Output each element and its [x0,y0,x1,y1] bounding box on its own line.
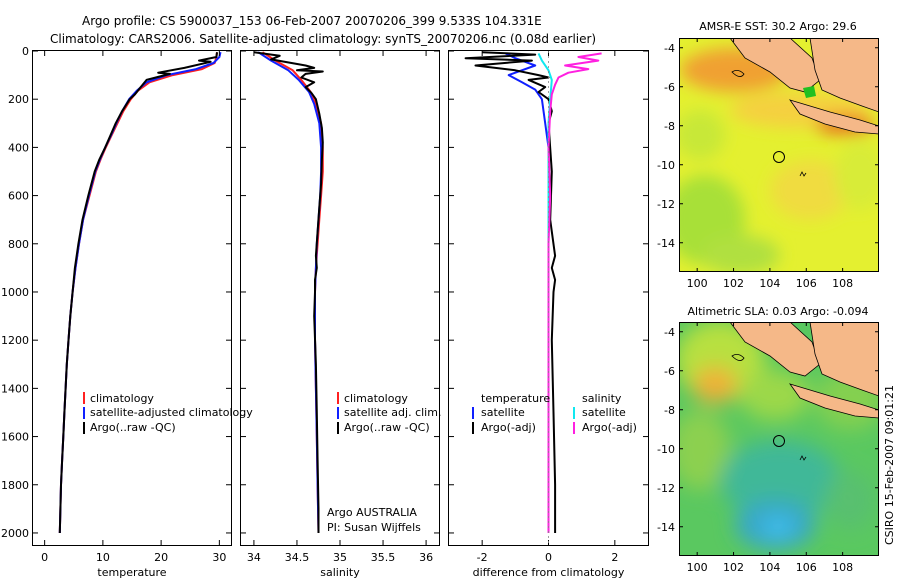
map-y-tick-label: -14 [657,521,675,534]
map-y-tick-label: -8 [664,120,675,133]
sla-map-image [679,322,879,556]
temperature-panel: 0 10 20 30 temperature 0 200 400 600 800 1000 1200 1… [1,45,231,579]
y-tick-label: 400 [8,141,29,154]
map-y-tick-label: -10 [657,443,675,456]
x-tick-label: 0 [545,551,552,564]
x-tick-label: 34.5 [285,551,310,564]
series-line-satellite-adjusted-climatology [58,51,222,534]
legend-label-climatology: climatology [344,392,408,405]
legend-header-temperature: temperature [481,392,550,405]
map-y-tick-label: -12 [657,482,675,495]
map-y-tick-label: -4 [664,326,675,339]
map-x-tick-label: 102 [723,277,744,290]
y-tick-label: 1200 [1,334,29,347]
temperature-panel-frame [32,50,232,546]
map-x-tick-label: 106 [796,561,817,574]
legend-label-temp-argo: Argo(-adj) [481,421,536,434]
y-tick-label: 1000 [1,286,29,299]
map-y-tick-label: -4 [664,42,675,55]
series-line-argo-raw-qc [253,51,324,533]
x-tick-label: 0 [41,551,48,564]
y-tick-label: 1400 [1,382,29,395]
map-y-tick-label: -6 [664,81,675,94]
x-tick-label: 20 [154,551,168,564]
legend-label-argo: Argo(..raw -QC) [344,421,430,434]
x-axis-label: salinity [320,566,360,579]
temperature-legend: climatology satellite-adjusted climatolo… [83,392,253,434]
x-tick-label: 34 [247,551,261,564]
x-tick-label: 36 [419,551,433,564]
map-x-tick-label: 106 [796,277,817,290]
difference-panel-frame [448,50,649,546]
figure-title-line1: Argo profile: CS 5900037_153 06-Feb-2007… [82,14,542,28]
y-tick-label: 2000 [1,527,29,540]
map-y-tick-label: -6 [664,365,675,378]
sst-map-frame [679,38,879,272]
map-y-tick-label: -12 [657,198,675,211]
map-x-tick-label: 108 [832,561,853,574]
salinity-panel-frame [240,50,440,546]
sla-map-frame [679,322,879,556]
figure-title-line2: Climatology: CARS2006. Satellite-adjuste… [50,32,596,46]
series-line-climatology [261,51,324,534]
sla-map-axes: 100 102 104 106 108 -4 -6 -8 -10 -12 -14 [657,322,879,574]
series-line-climatology [58,52,218,534]
series-line-temperature-satellite [504,52,550,533]
sst-map-axes: 100 102 104 106 108 -4 -6 -8 -10 -12 -14 [657,38,879,290]
map-y-tick-label: -14 [657,237,675,250]
map-x-tick-label: 104 [759,277,780,290]
argo-pi-label: PI: Susan Wijffels [327,521,421,534]
series-line-temperature-argo-adj [464,51,557,533]
map-x-tick-label: 108 [832,277,853,290]
y-tick-label: 1800 [1,479,29,492]
salinity-legend: climatology satellite adj. clim. Argo(..… [337,392,441,434]
difference-temperature-legend: temperature satellite Argo(-adj) [472,392,550,434]
legend-label-temp-satellite: satellite [481,406,525,419]
legend-label-sal-argo: Argo(-adj) [582,421,637,434]
sst-map-image [679,38,879,272]
y-tick-label: 600 [8,190,29,203]
x-tick-label: 2 [611,551,618,564]
y-tick-label: 1600 [1,431,29,444]
sla-float-marker [773,435,785,447]
legend-label-satellite: satellite-adjusted climatology [90,406,253,419]
x-tick-label: 35.5 [371,551,396,564]
x-tick-label: 10 [96,551,110,564]
map-x-tick-label: 100 [687,561,708,574]
salinity-panel: 34 34.5 35 35.5 36 salinity [241,50,439,579]
y-tick-label: 200 [8,93,29,106]
x-tick-label: -2 [477,551,488,564]
legend-label-satellite: satellite adj. clim. [344,406,441,419]
legend-label-sal-satellite: satellite [582,406,626,419]
map-y-tick-label: -8 [664,404,675,417]
difference-salinity-legend: salinity satellite Argo(-adj) [573,392,637,434]
sst-map-title: AMSR-E SST: 30.2 Argo: 29.6 [699,20,857,33]
legend-header-salinity: salinity [582,392,622,405]
csiro-timestamp-label: CSIRO 15-Feb-2007 09:01:21 [883,385,896,545]
argo-institution-label: Argo AUSTRALIA [327,506,417,519]
sla-map-title: Altimetric SLA: 0.03 Argo: -0.094 [688,305,869,318]
map-x-tick-label: 102 [723,561,744,574]
map-x-tick-label: 104 [759,561,780,574]
y-tick-label: 0 [22,45,29,58]
x-tick-label: 35 [333,551,347,564]
legend-label-argo: Argo(..raw -QC) [90,421,176,434]
x-axis-label: difference from climatology [473,566,625,579]
x-tick-label: 30 [212,551,226,564]
x-axis-label: temperature [97,566,166,579]
legend-label-climatology: climatology [90,392,154,405]
difference-panel: -2 0 2 difference from climatology [449,50,648,579]
sst-float-marker [773,151,785,163]
series-line-salinity-argo-adj [547,52,602,533]
map-x-tick-label: 100 [687,277,708,290]
y-tick-label: 800 [8,238,29,251]
series-line-satellite-adj-clim [257,51,323,534]
series-line-argo-raw-qc [58,52,218,534]
map-y-tick-label: -10 [657,159,675,172]
